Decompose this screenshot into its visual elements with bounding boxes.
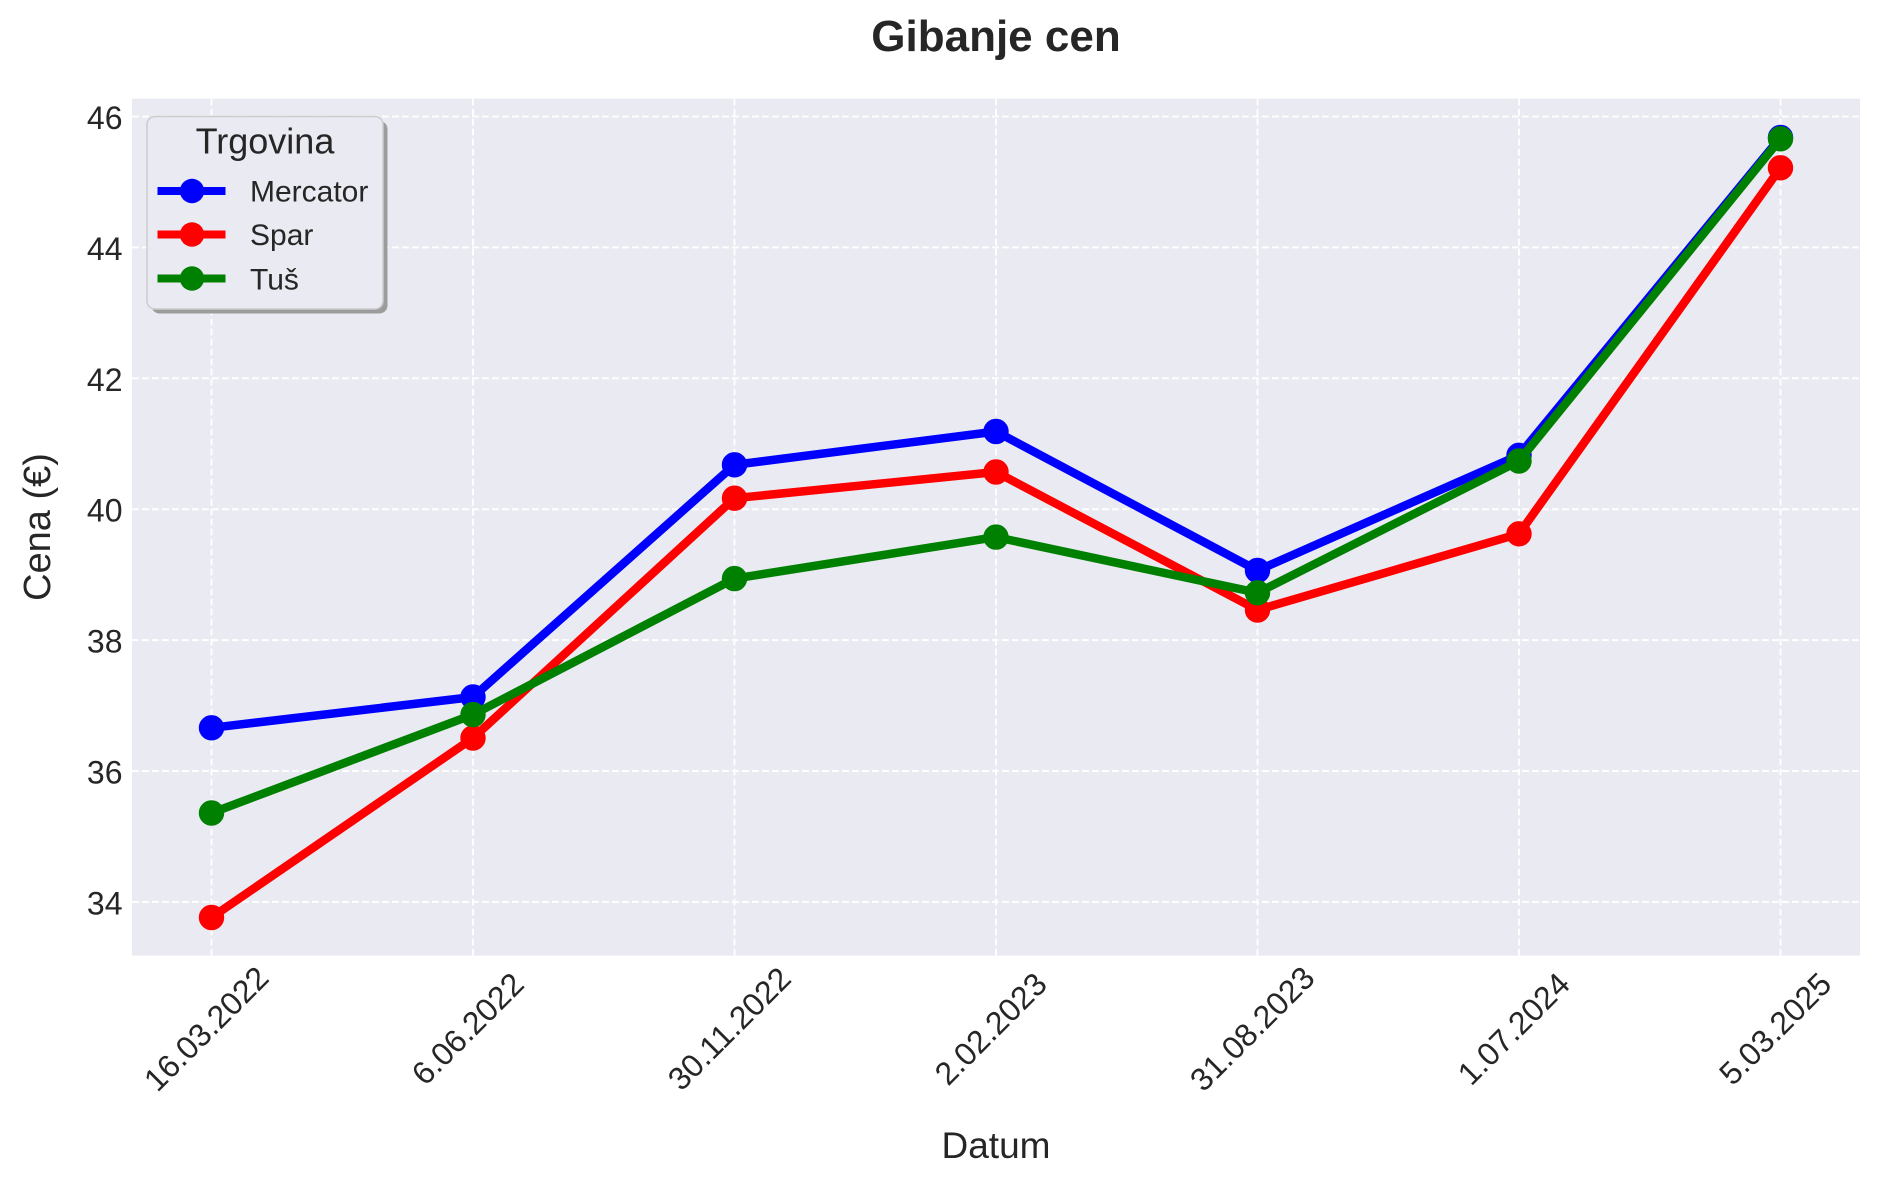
svg-text:Mercator: Mercator xyxy=(250,176,368,209)
svg-text:44: 44 xyxy=(87,231,123,267)
svg-text:34: 34 xyxy=(87,885,123,921)
svg-text:Datum: Datum xyxy=(942,1125,1051,1166)
svg-text:42: 42 xyxy=(87,362,123,398)
svg-text:Cena (€): Cena (€) xyxy=(17,453,59,601)
svg-text:38: 38 xyxy=(87,624,123,660)
svg-text:Spar: Spar xyxy=(250,219,313,252)
svg-text:Trgovina: Trgovina xyxy=(196,121,336,162)
svg-text:36: 36 xyxy=(87,755,123,791)
svg-text:Gibanje cen: Gibanje cen xyxy=(871,12,1120,61)
svg-text:Tuš: Tuš xyxy=(250,264,299,297)
svg-text:40: 40 xyxy=(87,493,123,529)
svg-text:46: 46 xyxy=(87,100,123,136)
